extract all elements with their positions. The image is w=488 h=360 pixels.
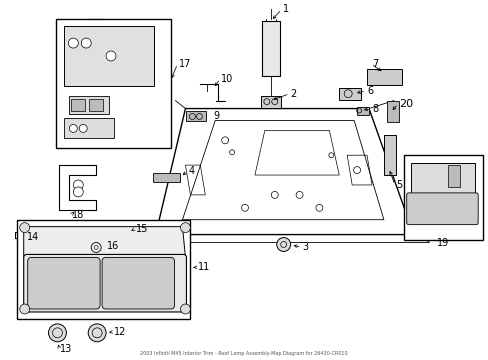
Bar	[64, 26, 153, 86]
Bar	[447, 165, 459, 187]
Text: 14: 14	[27, 231, 39, 242]
Polygon shape	[24, 227, 185, 257]
Circle shape	[20, 304, 30, 314]
Bar	[56, 19, 170, 148]
Text: 5: 5	[395, 180, 401, 190]
FancyBboxPatch shape	[28, 257, 100, 309]
Bar	[339, 88, 360, 100]
Circle shape	[79, 125, 87, 132]
FancyBboxPatch shape	[102, 257, 174, 309]
Circle shape	[276, 238, 290, 251]
Circle shape	[180, 304, 190, 314]
Bar	[64, 118, 114, 138]
Text: 3: 3	[302, 243, 308, 252]
Text: 16: 16	[107, 242, 119, 252]
Text: 1: 1	[282, 4, 288, 14]
FancyBboxPatch shape	[24, 255, 186, 312]
Circle shape	[68, 38, 78, 48]
Text: 10: 10	[221, 74, 233, 84]
Circle shape	[106, 51, 116, 61]
Bar	[260, 96, 280, 108]
Circle shape	[48, 324, 66, 342]
Text: 20: 20	[398, 99, 412, 109]
Text: 8: 8	[371, 104, 377, 113]
Circle shape	[69, 125, 77, 132]
Bar	[186, 111, 206, 121]
Circle shape	[20, 223, 30, 233]
Bar	[366, 69, 401, 85]
Circle shape	[180, 223, 190, 233]
Text: 12: 12	[114, 327, 126, 337]
Text: 2: 2	[290, 89, 296, 99]
Circle shape	[88, 324, 106, 342]
Bar	[71, 99, 85, 111]
Bar	[17, 220, 190, 319]
Bar	[403, 155, 482, 239]
Text: 11: 11	[198, 262, 210, 272]
Bar	[69, 96, 109, 113]
Bar	[410, 163, 474, 193]
Circle shape	[81, 38, 91, 48]
Text: 13: 13	[61, 344, 73, 354]
Text: 2003 Infiniti M45 Interior Trim - Roof Lamp Assembly-Map Diagram for 26430-CR010: 2003 Infiniti M45 Interior Trim - Roof L…	[140, 351, 347, 356]
Text: 18: 18	[72, 210, 84, 220]
Circle shape	[73, 187, 83, 197]
Text: 9: 9	[213, 111, 219, 121]
Text: 17: 17	[178, 59, 190, 69]
Bar	[262, 21, 279, 76]
FancyBboxPatch shape	[406, 193, 477, 225]
Bar	[356, 107, 368, 114]
Bar	[152, 173, 180, 182]
Bar	[386, 100, 398, 122]
Circle shape	[73, 180, 83, 190]
Text: 4: 4	[188, 166, 194, 176]
Text: 19: 19	[436, 238, 448, 248]
Text: 6: 6	[366, 86, 372, 96]
Bar	[89, 99, 103, 111]
Text: 15: 15	[136, 224, 148, 234]
Text: 7: 7	[371, 59, 378, 69]
Bar	[383, 135, 395, 175]
